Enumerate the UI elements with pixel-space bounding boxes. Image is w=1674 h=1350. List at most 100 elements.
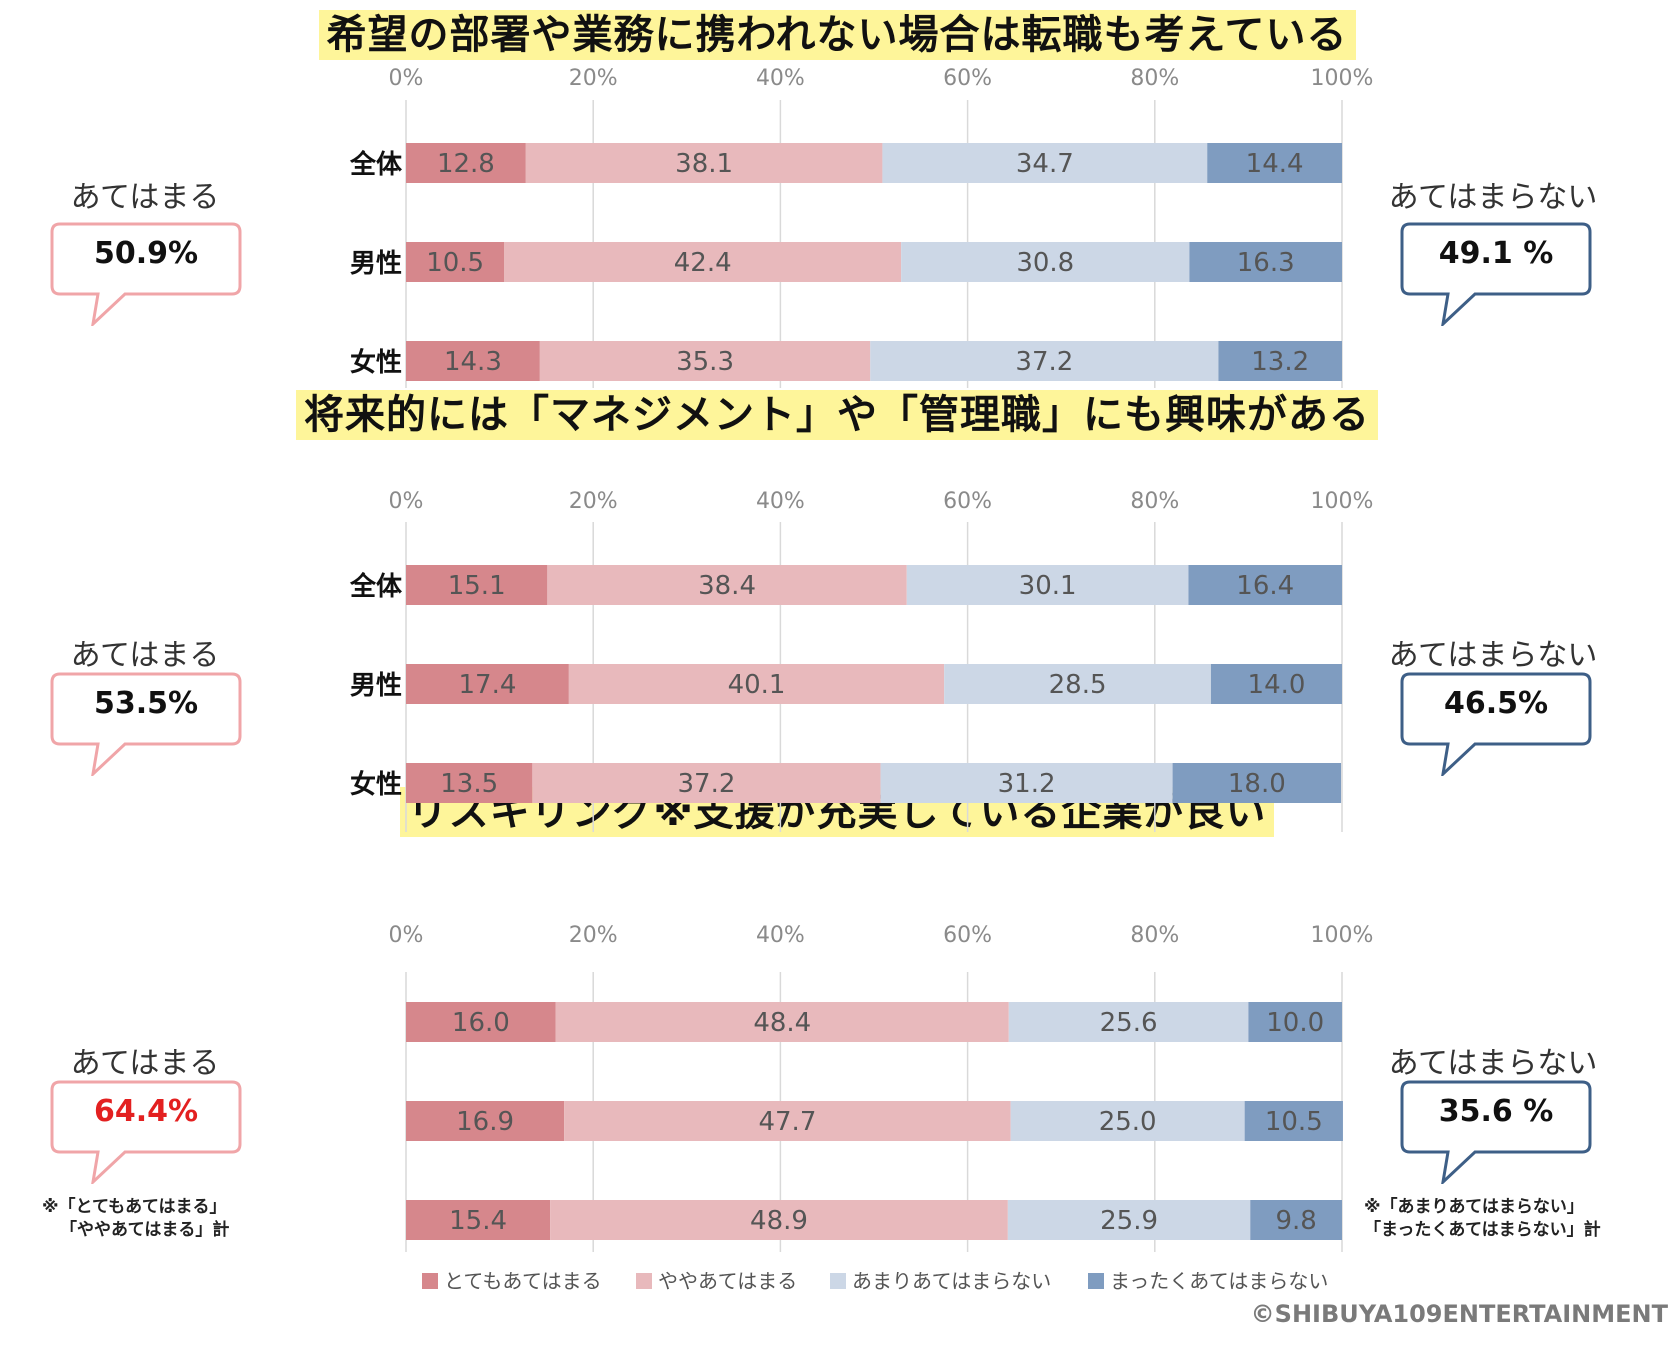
chart-1-data-label: 10.5 — [426, 248, 484, 278]
legend-swatch-not-at-all — [1088, 1273, 1104, 1289]
legend-swatch-not-much — [830, 1273, 846, 1289]
chart-1-agree-callout: 50.9% — [50, 222, 242, 326]
chart-1-bar-very — [406, 242, 505, 282]
chart-2-data-label: 13.5 — [440, 769, 498, 799]
chart-2-bar-very — [406, 664, 569, 704]
chart-3-disagree-callout: 35.6 % — [1400, 1080, 1592, 1184]
chart-1-bar-not-at-all — [1189, 242, 1342, 282]
chart-2-bar-very — [406, 763, 533, 803]
chart-2-bar-somewhat — [532, 763, 881, 803]
chart-2-data-label: 15.1 — [448, 571, 506, 601]
chart-2-bar-not-much — [944, 664, 1211, 704]
chart-3-tick-label: 60% — [943, 923, 992, 948]
right-note-line-1: ※「あまりあてはまらない」 — [1364, 1197, 1584, 1217]
chart-1-tick-label: 80% — [1130, 66, 1179, 91]
chart-2-bar-very — [406, 565, 548, 605]
chart-2-tick-label: 60% — [943, 489, 992, 514]
chart-1-bar-not-at-all — [1218, 341, 1342, 381]
chart-3-disagree-value: 35.6 % — [1438, 1094, 1554, 1129]
chart-1-tick-label: 40% — [756, 66, 805, 91]
legend-label-not-much: あまりあてはまらない — [852, 1269, 1051, 1293]
chart-1-tick-label: 0% — [389, 66, 424, 91]
left-note: ※「とてもあてはまる」 「ややあてはまる」計 — [42, 1196, 229, 1242]
right-note-line-2: 「まったくあてはまらない」計 — [1364, 1220, 1601, 1240]
chart-1-bar-not-much — [870, 341, 1219, 381]
chart-2-data-label: 30.1 — [1019, 571, 1077, 601]
chart-3-data-label: 9.8 — [1275, 1206, 1316, 1236]
chart-3-data-label: 25.9 — [1100, 1206, 1158, 1236]
chart-3-bar-very — [406, 1101, 565, 1141]
legend-swatch-somewhat — [636, 1273, 652, 1289]
chart-2-data-label: 38.4 — [698, 571, 756, 601]
chart-1-bar-somewhat — [504, 242, 902, 282]
chart-3-data-label: 16.0 — [452, 1008, 510, 1038]
chart-2-bar-not-much — [880, 763, 1173, 803]
chart-1-bar-somewhat — [525, 143, 883, 183]
chart-2-data-label: 40.1 — [728, 670, 786, 700]
chart-3-data-label: 47.7 — [758, 1107, 816, 1137]
chart-1-bar-not-at-all — [1207, 143, 1342, 183]
chart-3-data-label: 48.4 — [753, 1008, 811, 1038]
chart-3-bar-somewhat — [564, 1101, 1011, 1141]
chart-1-bar-not-much — [901, 242, 1190, 282]
chart-3-bar-not-much — [1007, 1200, 1251, 1240]
callout-bubble-icon — [50, 672, 242, 776]
chart-2-data-label: 18.0 — [1228, 769, 1286, 799]
legend-swatch-very — [422, 1273, 438, 1289]
callout-bubble-icon — [1400, 1080, 1592, 1184]
callout-bubble-icon — [1400, 222, 1592, 326]
chart-2-bar-not-at-all — [1210, 664, 1342, 704]
chart-3-data-label: 10.0 — [1266, 1008, 1324, 1038]
chart-2-bar-somewhat — [568, 664, 945, 704]
chart-2-disagree-value: 46.5% — [1443, 686, 1549, 721]
chart-2-tick-label: 0% — [389, 489, 424, 514]
chart-2-agree-callout: 53.5% — [50, 672, 242, 776]
chart-1-tick-label: 100% — [1311, 66, 1374, 91]
chart-2-category-label: 男性 — [350, 671, 402, 701]
copyright: ©SHIBUYA109ENTERTAINMENT — [1250, 1300, 1668, 1328]
chart-1-agree-value: 50.9% — [93, 236, 199, 271]
chart-2-tick-label: 80% — [1130, 489, 1179, 514]
chart-3-tick-label: 20% — [569, 923, 618, 948]
chart-1-disagree-callout: 49.1 % — [1400, 222, 1592, 326]
chart-1-data-label: 14.4 — [1246, 149, 1304, 179]
chart-1-tick-label: 60% — [943, 66, 992, 91]
chart-3-data-label: 48.9 — [750, 1206, 808, 1236]
chart-3-bar-somewhat — [550, 1200, 1008, 1240]
chart-2-agree-value: 53.5% — [93, 686, 199, 721]
callout-bubble-icon — [50, 1080, 242, 1184]
right-note: ※「あまりあてはまらない」 「まったくあてはまらない」計 — [1364, 1196, 1601, 1242]
chart-3-data-label: 25.6 — [1100, 1008, 1158, 1038]
chart-2-category-label: 全体 — [349, 571, 403, 602]
chart-1-bar-very — [406, 143, 526, 183]
chart-3-bar-not-much — [1010, 1101, 1245, 1141]
chart-2-right-label: あてはまらない — [1388, 638, 1598, 673]
chart-2-tick-label: 20% — [569, 489, 618, 514]
chart-2-data-label: 28.5 — [1049, 670, 1107, 700]
chart-3-right-label: あてはまらない — [1388, 1046, 1598, 1081]
callout-bubble-icon — [50, 222, 242, 326]
chart-3-left-label: あてはまる — [70, 1046, 220, 1081]
chart-3-data-label: 16.9 — [456, 1107, 514, 1137]
chart-1-data-label: 12.8 — [437, 149, 495, 179]
chart-1-left-label: あてはまる — [70, 180, 220, 215]
chart-2-data-label: 31.2 — [998, 769, 1056, 799]
chart-2-data-label: 17.4 — [458, 670, 516, 700]
chart-2-left-label: あてはまる — [70, 638, 220, 673]
chart-3-data-label: 10.5 — [1265, 1107, 1323, 1137]
chart-2-bar-not-at-all — [1188, 565, 1342, 605]
left-note-line-2: 「ややあてはまる」計 — [60, 1220, 230, 1240]
chart-1-bar-somewhat — [539, 341, 871, 381]
chart-1-right-label: あてはまらない — [1388, 180, 1598, 215]
chart-1-data-label: 35.3 — [676, 347, 734, 377]
chart-3-agree-callout: 64.4% — [50, 1080, 242, 1184]
chart-1-data-label: 38.1 — [675, 149, 733, 179]
left-note-line-1: ※「とてもあてはまる」 — [42, 1197, 227, 1217]
chart-3-data-label: 25.0 — [1099, 1107, 1157, 1137]
chart-1-category-label: 女性 — [350, 347, 402, 378]
chart-3-bar-not-at-all — [1250, 1200, 1342, 1240]
chart-1-data-label: 30.8 — [1016, 248, 1074, 278]
chart-1-disagree-value: 49.1 % — [1438, 236, 1554, 271]
chart-1-bar-very — [406, 341, 540, 381]
